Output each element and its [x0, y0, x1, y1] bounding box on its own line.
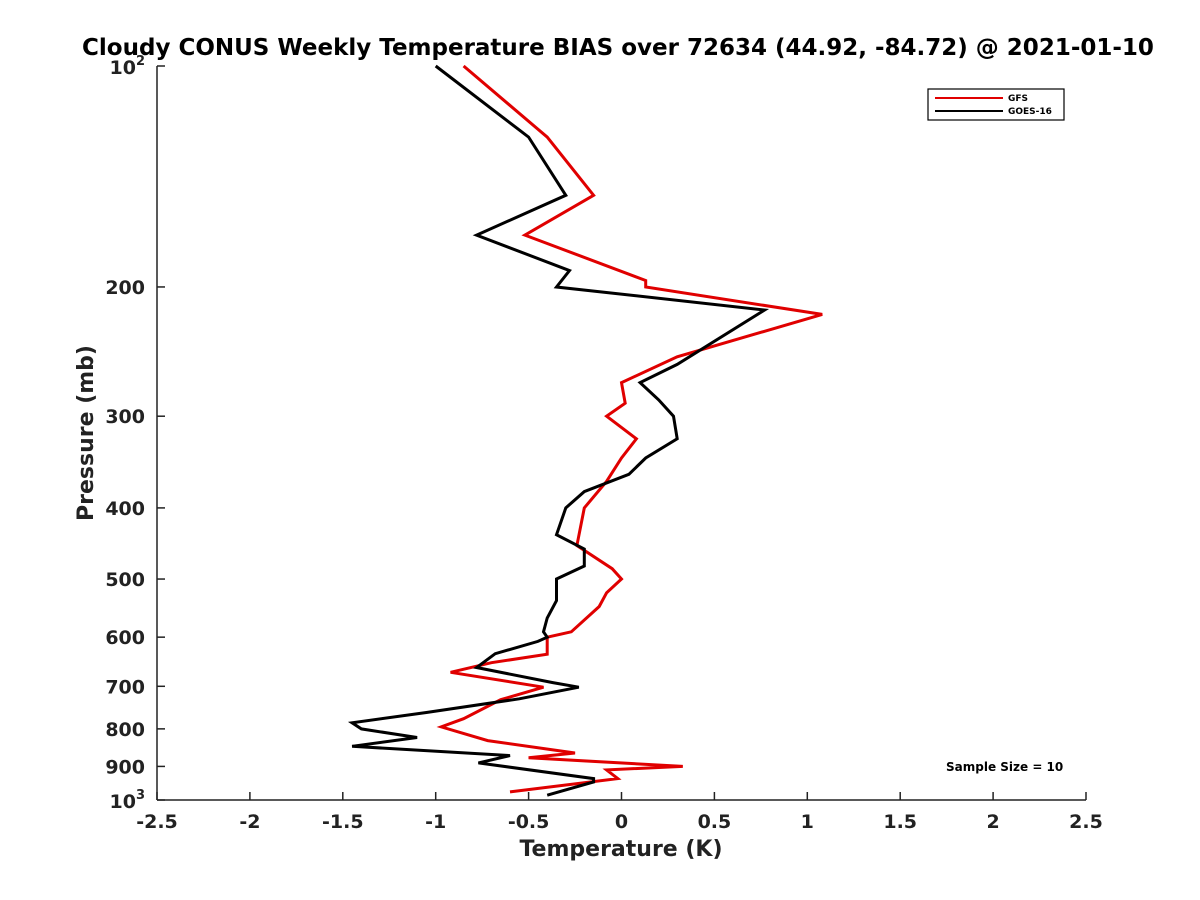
y-tick-label: 800 [105, 719, 145, 741]
x-tick-label: 1 [801, 811, 814, 833]
x-tick-label: -2.5 [136, 811, 178, 833]
y-tick-label: 600 [105, 627, 145, 649]
sample-size-annotation: Sample Size = 10 [946, 760, 1063, 774]
chart-title: Cloudy CONUS Weekly Temperature BIAS ove… [82, 35, 1154, 61]
series-line-gfs [436, 64, 823, 794]
x-tick-label: 0 [615, 811, 628, 833]
y-tick-label: 300 [105, 406, 145, 428]
y-axis-label: Pressure (mb) [74, 345, 99, 521]
y-tick-base: 10 [110, 791, 136, 813]
x-tick-label: 1.5 [883, 811, 917, 833]
legend: GFS GOES-16 [927, 88, 1065, 121]
y-tick-label: 400 [105, 498, 145, 520]
plot-area: -2.5 -2 -1.5 -1 -0.5 0 0.5 1 1.5 2 2.5 10220030040… [105, 54, 1103, 833]
x-tick-label: 2 [986, 811, 999, 833]
series-lines [347, 64, 823, 797]
x-axis-label: Temperature (K) [519, 837, 722, 862]
y-tick-label: 102 [110, 54, 146, 79]
y-tick-label: 700 [105, 676, 145, 698]
legend-box [927, 88, 1065, 121]
x-tick-label: -1.5 [322, 811, 364, 833]
y-tick-label: 200 [105, 277, 145, 299]
y-tick-base: 10 [110, 57, 136, 79]
y-tick-label: 103 [110, 788, 146, 813]
y-tick-label: 500 [105, 569, 145, 591]
y-tick-exponent: 3 [136, 788, 145, 803]
x-tick-label: -0.5 [508, 811, 550, 833]
y-tick-label: 900 [105, 756, 145, 778]
x-tick-label: 2.5 [1069, 811, 1103, 833]
x-tick-label: 0.5 [698, 811, 732, 833]
x-tick-label: -2 [239, 811, 260, 833]
x-tick-label: -1 [425, 811, 446, 833]
series-line-goes16 [347, 64, 770, 797]
y-tick-exponent: 2 [136, 54, 145, 69]
legend-label-gfs: GFS [1008, 94, 1028, 104]
legend-label-goes16: GOES-16 [1008, 107, 1052, 117]
x-ticks: -2.5 -2 -1.5 -1 -0.5 0 0.5 1 1.5 2 2.5 [136, 792, 1103, 833]
